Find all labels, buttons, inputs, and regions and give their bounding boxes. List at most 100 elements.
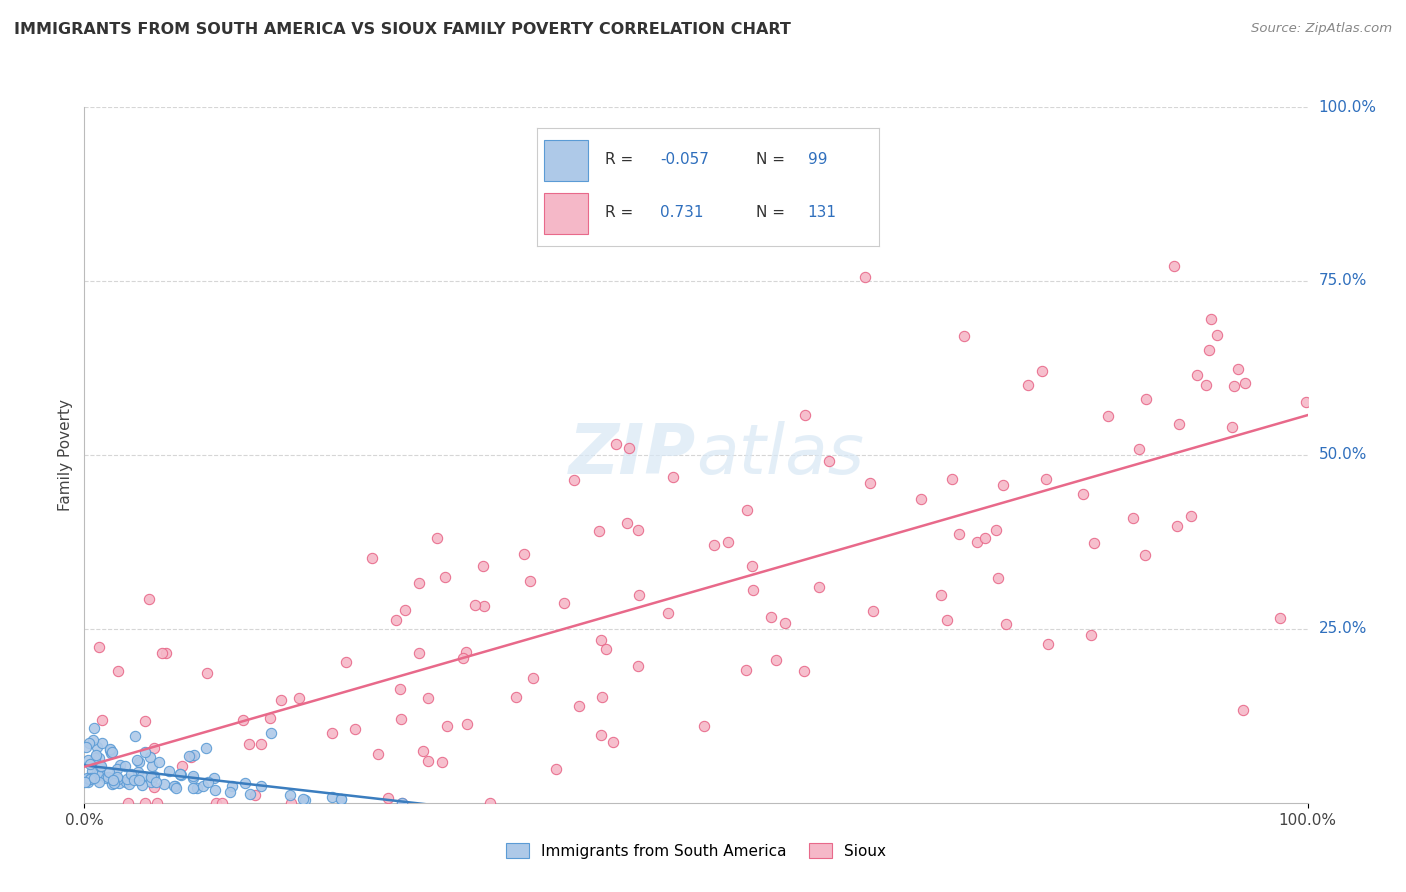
Point	[103, 773, 125, 788]
Point	[1035, 472, 1057, 486]
Point	[115, 772, 138, 786]
Point	[278, 789, 301, 803]
Point	[627, 659, 650, 673]
Point	[426, 531, 449, 545]
Point	[169, 767, 191, 781]
Point	[138, 592, 160, 607]
Point	[141, 759, 163, 773]
Point	[145, 774, 167, 789]
Point	[148, 756, 170, 770]
Text: 50.0%: 50.0%	[1319, 448, 1367, 462]
Point	[79, 757, 101, 772]
Point	[179, 749, 201, 764]
Point	[90, 736, 112, 750]
Point	[170, 767, 193, 781]
Point	[186, 780, 208, 795]
Point	[1222, 419, 1244, 434]
Point	[662, 470, 685, 484]
Point	[987, 572, 1010, 586]
Point	[1180, 508, 1202, 523]
Point	[250, 737, 273, 751]
Point	[163, 779, 186, 793]
Point	[84, 750, 107, 764]
Point	[562, 473, 585, 487]
Point	[329, 792, 352, 806]
Point	[181, 771, 204, 785]
Point	[238, 737, 260, 751]
Point	[343, 723, 366, 737]
Point	[193, 779, 215, 793]
Point	[602, 734, 624, 748]
Point	[124, 772, 146, 787]
Point	[391, 796, 413, 810]
Point	[1234, 376, 1257, 390]
Point	[591, 690, 613, 704]
Point	[1199, 311, 1222, 326]
Point	[142, 770, 165, 784]
Point	[163, 779, 186, 793]
Point	[288, 691, 311, 706]
Point	[1038, 636, 1060, 650]
Point	[259, 711, 281, 725]
Point	[735, 663, 758, 677]
Point	[77, 771, 100, 785]
Point	[84, 748, 107, 763]
Point	[107, 772, 129, 786]
Point	[75, 773, 97, 788]
Point	[456, 717, 478, 731]
Point	[105, 770, 128, 784]
Point	[456, 645, 478, 659]
Point	[181, 781, 204, 796]
Text: ZIP: ZIP	[568, 421, 696, 489]
Point	[993, 478, 1015, 492]
Point	[202, 771, 225, 785]
Point	[97, 765, 120, 780]
Point	[717, 534, 740, 549]
Point	[76, 753, 98, 767]
Point	[627, 588, 650, 602]
Point	[139, 750, 162, 764]
Point	[627, 524, 650, 538]
Point	[146, 796, 169, 810]
Point	[118, 777, 141, 791]
Point	[79, 772, 101, 786]
Point	[86, 765, 108, 780]
Text: Source: ZipAtlas.com: Source: ZipAtlas.com	[1251, 22, 1392, 36]
Point	[910, 491, 932, 506]
Point	[103, 772, 125, 787]
Point	[588, 524, 610, 539]
Point	[388, 681, 411, 696]
Point	[1071, 486, 1094, 500]
Point	[761, 610, 783, 624]
Point	[1122, 511, 1144, 525]
Point	[412, 743, 434, 757]
Point	[360, 551, 382, 566]
Point	[115, 775, 138, 789]
Point	[110, 758, 132, 772]
Point	[793, 408, 815, 422]
Point	[1268, 611, 1291, 625]
Point	[221, 780, 243, 794]
Point	[321, 789, 343, 804]
Point	[953, 328, 976, 343]
Point	[120, 767, 142, 781]
Point	[294, 793, 316, 807]
Point	[742, 582, 765, 597]
Point	[737, 502, 759, 516]
Point	[1223, 378, 1246, 392]
Point	[134, 745, 156, 759]
Point	[948, 527, 970, 541]
Point	[103, 775, 125, 789]
Point	[385, 613, 408, 627]
Point	[335, 655, 357, 669]
Point	[169, 766, 191, 780]
Point	[100, 771, 122, 785]
Point	[941, 472, 963, 486]
Point	[595, 641, 617, 656]
Point	[519, 574, 541, 588]
Point	[73, 774, 96, 789]
Point	[408, 646, 430, 660]
Point	[141, 770, 163, 784]
Point	[100, 745, 122, 759]
Point	[180, 749, 202, 764]
